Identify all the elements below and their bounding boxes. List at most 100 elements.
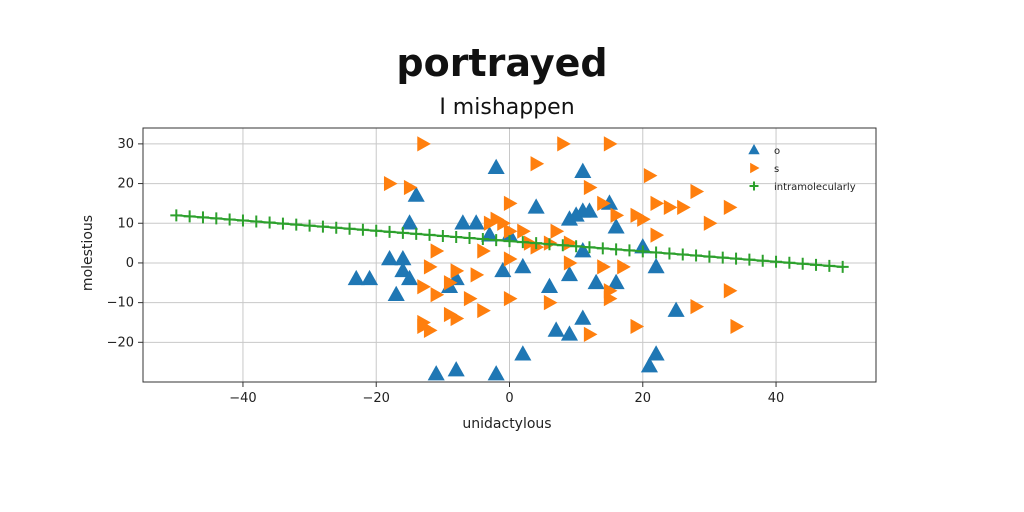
s-point <box>530 156 545 172</box>
s-point <box>503 223 518 239</box>
intramolecularly-marker <box>836 260 849 273</box>
s-point <box>637 211 651 227</box>
o-point <box>514 257 532 274</box>
plot-frame <box>142 127 877 383</box>
y-axis-label: molestious <box>80 215 96 291</box>
o-point <box>407 186 425 202</box>
o-point <box>467 214 485 230</box>
o-point <box>667 301 685 317</box>
intramolecularly-marker <box>383 225 396 238</box>
intramolecularly-marker <box>343 222 356 235</box>
o-point <box>487 365 505 381</box>
o-point <box>607 273 625 290</box>
intramolecularly-marker <box>716 251 729 264</box>
s-point <box>690 298 705 315</box>
s-point <box>450 263 465 279</box>
o-point <box>494 261 512 278</box>
intramolecularly-marker <box>316 220 329 233</box>
intramolecularly-marker <box>210 212 223 225</box>
intramolecularly-marker <box>290 218 303 231</box>
intramolecularly-marker <box>583 241 596 254</box>
s-point <box>730 318 745 335</box>
intramolecularly-marker <box>543 238 556 251</box>
o-point <box>574 309 592 325</box>
intramolecularly-marker <box>250 215 263 228</box>
s-point <box>450 310 465 327</box>
intramolecularly-marker <box>196 211 209 224</box>
intramolecularly-marker <box>436 229 449 242</box>
intramolecularly-marker <box>810 258 823 271</box>
legend-o-label: o <box>774 146 780 157</box>
o-point <box>560 265 579 282</box>
intramolecularly-marker <box>410 227 423 240</box>
s-point <box>597 195 611 212</box>
intramolecularly-marker <box>570 240 583 253</box>
intramolecularly-marker <box>596 242 609 255</box>
intramolecularly-marker <box>730 252 743 265</box>
s-point <box>423 322 438 339</box>
x-axis-label: unidactylous <box>462 416 551 432</box>
o-point <box>527 198 545 214</box>
x-tick-label: 40 <box>768 391 785 406</box>
intramolecularly-marker <box>503 235 516 248</box>
intramolecularly-marker <box>396 226 409 239</box>
o-point <box>514 345 532 361</box>
legend-intramolecularly-label: intramolecularly <box>774 182 856 193</box>
axes-title: I mishappen <box>439 95 574 120</box>
intramolecularly-marker <box>636 245 649 258</box>
intramolecularly-marker <box>650 246 663 259</box>
s-point <box>483 215 498 231</box>
y-tick-label: 20 <box>117 177 134 192</box>
figure-suptitle: portrayed <box>396 41 607 85</box>
o-point <box>487 158 505 174</box>
s-point <box>610 207 625 223</box>
intramolecularly-marker <box>276 217 289 230</box>
legend-intramolecularly-marker <box>749 181 759 191</box>
o-point <box>580 202 599 218</box>
intramolecularly-marker <box>796 257 809 270</box>
legend-s-label: s <box>774 164 779 175</box>
intramolecularly-marker <box>823 259 836 272</box>
y-tick-label: 10 <box>117 216 134 231</box>
intramolecularly-marker <box>703 250 716 263</box>
s-point <box>723 199 738 215</box>
x-tick-label: 0 <box>505 391 513 406</box>
s-point <box>503 195 518 212</box>
s-point <box>677 199 691 215</box>
intramolecularly-marker <box>556 239 569 252</box>
s-point <box>703 215 718 231</box>
s-point <box>603 136 618 152</box>
o-point <box>587 273 605 290</box>
s-point <box>663 199 678 215</box>
o-point <box>574 242 592 258</box>
o-point <box>394 249 412 266</box>
legend: os intramolecularly <box>748 144 856 193</box>
intramolecularly-marker <box>303 219 316 232</box>
intramolecularly-marker <box>330 221 343 234</box>
o-point <box>560 210 579 226</box>
s-point <box>650 227 665 243</box>
s-point <box>517 223 531 239</box>
s-point <box>477 243 491 259</box>
o-point <box>647 345 665 361</box>
o-point <box>607 218 625 234</box>
o-point <box>574 162 592 178</box>
y-tick-label: 30 <box>117 137 134 152</box>
o-point <box>400 214 419 230</box>
intramolecularly-marker <box>490 234 503 247</box>
x-tick-label: 20 <box>634 391 651 406</box>
s-point <box>503 291 518 307</box>
intramolecularly-marker <box>676 248 689 261</box>
legend-o-marker <box>748 144 760 155</box>
intramolecularly-marker <box>770 255 783 268</box>
s-point <box>603 291 618 307</box>
intramolecularly-marker <box>663 247 676 260</box>
s-point <box>463 291 478 307</box>
y-tick-label: −10 <box>107 296 134 311</box>
o-point <box>394 261 412 278</box>
intramolecularly-marker <box>756 254 769 267</box>
s-point <box>643 168 658 184</box>
s-point <box>470 267 485 283</box>
s-point <box>723 283 738 299</box>
